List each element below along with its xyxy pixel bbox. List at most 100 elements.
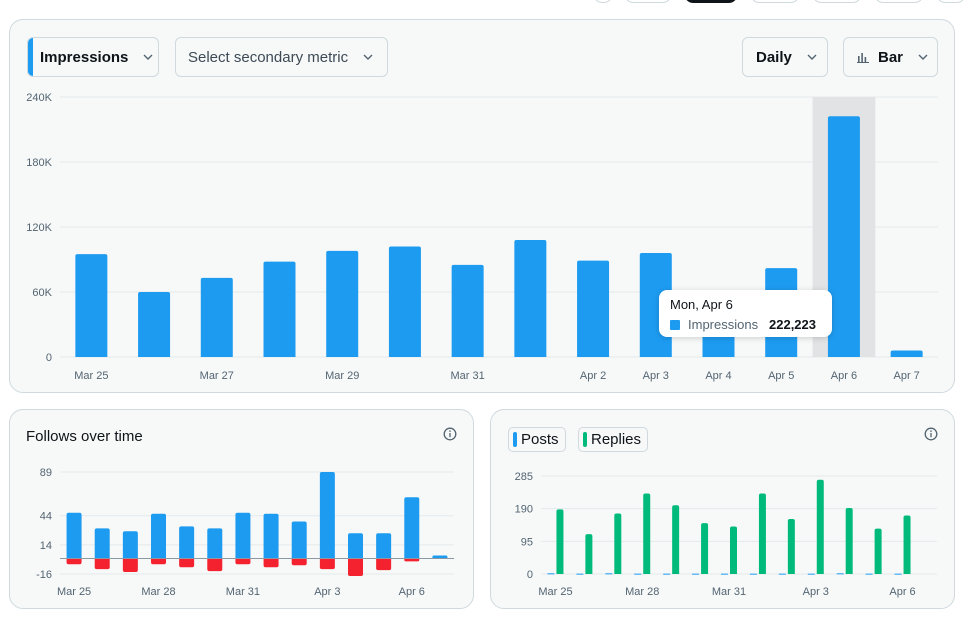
replies-bar (903, 515, 911, 574)
legend-replies-swatch (583, 432, 587, 447)
impressions-bar (200, 277, 233, 357)
x-tick-label: Apr 6 (831, 370, 857, 382)
chart-tooltip: Mon, Apr 6 Impressions 222,223 (659, 290, 832, 337)
follows-card: Follows over time 89 44 14 -16 Mar 25 Mar 28 M… (9, 409, 474, 609)
x-tick-label: Apr 3 (643, 370, 669, 382)
chevron-down-icon (807, 54, 817, 60)
follows-bar (94, 528, 110, 559)
interval-dropdown[interactable]: Daily (742, 37, 828, 77)
impressions-bar (890, 350, 923, 357)
tooltip-value: 222,223 (769, 317, 816, 332)
unfollows-bar (207, 558, 223, 572)
posts-replies-card: Posts Replies 285 190 95 0 Mar 25 Mar 28 Mar 3… (490, 409, 955, 609)
x-tick-label: Apr 7 (893, 370, 919, 382)
replies-bar (672, 505, 680, 574)
replies-bar (556, 509, 564, 574)
chart-type-label: Bar (878, 48, 904, 66)
impressions-bar (263, 261, 296, 357)
follows-bar (376, 533, 392, 559)
chevron-down-icon (143, 54, 153, 60)
unfollows-bar (66, 558, 82, 565)
posts-bar (634, 573, 642, 575)
impressions-bar (514, 240, 547, 357)
impressions-card: Impressions Select secondary metric Dail… (9, 19, 955, 393)
x-tick-label: Mar 28 (625, 586, 659, 598)
y-tick-label: -16 (36, 569, 52, 581)
unfollows-bar (151, 558, 166, 565)
top-pill-2[interactable] (624, 0, 672, 3)
impressions-bar (827, 116, 860, 357)
impressions-bar (388, 246, 421, 357)
x-tick-label: Apr 5 (768, 370, 794, 382)
top-pill-7[interactable] (936, 0, 966, 3)
unfollows-bar (404, 558, 420, 562)
replies-bar (845, 507, 853, 574)
info-icon[interactable] (443, 427, 457, 441)
replies-bar (816, 479, 824, 574)
follows-bar-chart[interactable]: 89 44 14 -16 Mar 25 Mar 28 Mar 31 Apr 3 Apr 6 (10, 410, 473, 608)
follows-bar (263, 513, 279, 559)
y-tick-label: 44 (40, 511, 52, 523)
unfollows-bar (263, 558, 279, 568)
primary-metric-dropdown[interactable]: Impressions (27, 37, 159, 77)
follows-bar (404, 497, 420, 559)
y-tick-label: 240K (26, 92, 52, 104)
top-pill-5[interactable] (812, 0, 862, 3)
replies-bar (614, 513, 622, 574)
chart-type-dropdown[interactable]: Bar (843, 37, 938, 77)
x-tick-label: Mar 25 (74, 370, 108, 382)
legend-replies[interactable]: Replies (578, 427, 649, 452)
legend-posts[interactable]: Posts (508, 427, 566, 452)
x-tick-label: Apr 2 (580, 370, 606, 382)
x-tick-label: Mar 28 (141, 586, 175, 598)
y-tick-label: 285 (515, 471, 533, 483)
y-tick-label: 14 (40, 540, 52, 552)
tooltip-date: Mon, Apr 6 (670, 297, 733, 312)
x-tick-label: Mar 31 (451, 370, 485, 382)
top-pill-6[interactable] (874, 0, 924, 3)
follows-bar (319, 472, 335, 559)
x-tick-label: Apr 6 (889, 586, 915, 598)
chevron-down-icon (918, 54, 928, 60)
impressions-bar (326, 250, 359, 357)
impressions-bar (451, 264, 484, 357)
posts-bar (865, 573, 873, 575)
posts-bar (605, 573, 613, 575)
x-tick-label: Apr 6 (399, 586, 425, 598)
replies-bar (874, 528, 882, 574)
follows-bar (291, 521, 307, 559)
legend-posts-swatch (513, 432, 517, 447)
secondary-metric-dropdown[interactable]: Select secondary metric (175, 37, 388, 77)
posts-bar (692, 573, 700, 575)
info-icon[interactable] (924, 427, 938, 441)
x-tick-label: Apr 3 (803, 586, 829, 598)
interval-label: Daily (756, 48, 792, 66)
replies-bar (758, 493, 766, 574)
x-tick-label: Apr 4 (705, 370, 731, 382)
posts-bar (749, 573, 757, 575)
y-tick-label: 190 (515, 504, 533, 516)
follows-bar (207, 528, 223, 559)
posts-bar (807, 573, 815, 575)
impressions-bar-chart[interactable]: 240K 180K 120K 60K 0 Mar 25 Mar 27 Mar 29 Mar 31… (10, 20, 954, 392)
posts-bar (576, 573, 584, 575)
impressions-bar (138, 292, 171, 357)
unfollows-bar (122, 558, 138, 573)
unfollows-bar (291, 558, 307, 566)
follows-bar (348, 533, 363, 559)
replies-bar (643, 493, 651, 574)
top-pill-1[interactable] (593, 0, 613, 3)
impressions-bar (577, 260, 610, 357)
chevron-down-icon (363, 54, 373, 60)
legend-posts-label: Posts (521, 431, 559, 448)
x-tick-label: Mar 31 (712, 586, 746, 598)
y-tick-label: 95 (521, 536, 533, 548)
posts-replies-bar-chart[interactable]: 285 190 95 0 Mar 25 Mar 28 Mar 31 Apr 3 Apr 6 (491, 410, 954, 608)
top-pill-active[interactable] (684, 0, 738, 3)
follows-bar (432, 555, 448, 559)
top-pill-4[interactable] (750, 0, 800, 3)
y-tick-label: 89 (40, 467, 52, 479)
follows-bar (235, 512, 251, 559)
impressions-bar (75, 254, 108, 357)
follows-bar (66, 512, 82, 559)
